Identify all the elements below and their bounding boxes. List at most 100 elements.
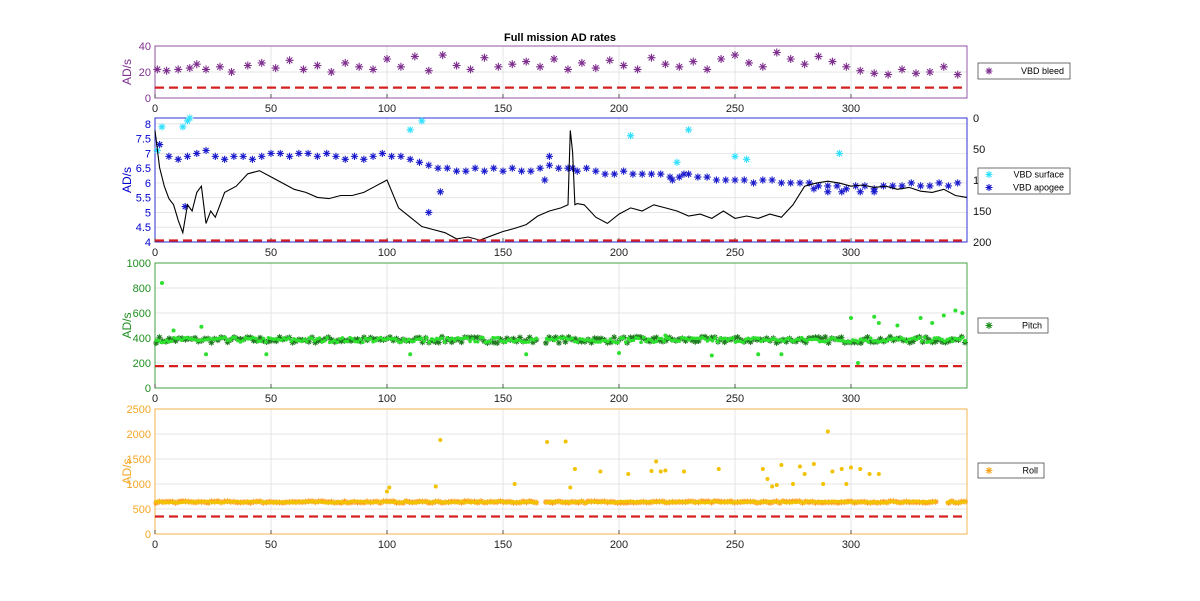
data-point [833, 182, 841, 190]
y-tick-label: 40 [139, 41, 151, 53]
data-point [172, 337, 179, 344]
data-point [849, 465, 853, 470]
y-tick-label: 20 [139, 67, 151, 79]
data-point [414, 337, 419, 342]
data-point [838, 188, 846, 196]
data-point [545, 440, 550, 444]
data-point [799, 337, 806, 344]
data-point [377, 336, 384, 343]
data-point [689, 337, 696, 344]
data-point [415, 158, 424, 166]
data-point [497, 336, 504, 343]
data-point [759, 176, 767, 184]
data-point [164, 500, 169, 505]
x-tick-label: 300 [842, 247, 860, 259]
data-point [941, 313, 946, 318]
data-point [626, 499, 631, 504]
data-point [728, 336, 733, 341]
bleed-panel: 0 50 100 150 200 250 300 0 20 40 AD/s [120, 41, 968, 115]
data-point [618, 336, 623, 340]
data-point [598, 469, 603, 474]
data-point [422, 339, 426, 343]
data-point [313, 152, 321, 160]
data-point [474, 334, 481, 341]
data-point [452, 61, 461, 70]
data-point [630, 334, 637, 341]
legend: VBD bleed [977, 62, 1071, 80]
x-tick-label: 300 [842, 103, 860, 115]
x-tick-label: 100 [378, 247, 396, 259]
data-point [578, 338, 585, 345]
data-point [963, 339, 967, 343]
y-tick-label: 1000 [127, 258, 151, 270]
data-point [631, 338, 636, 343]
data-point [310, 336, 314, 341]
data-point [654, 459, 659, 464]
data-point [436, 188, 444, 196]
data-point [517, 167, 526, 175]
data-point [870, 188, 878, 196]
data-point [649, 499, 654, 504]
data-point [783, 338, 790, 345]
data-point [183, 152, 192, 160]
data-point [396, 62, 405, 71]
data-point [907, 179, 915, 187]
data-point [741, 500, 745, 505]
data-point [202, 146, 210, 155]
data-point [285, 56, 294, 65]
data-point [529, 339, 536, 346]
data-point [703, 65, 712, 74]
data-point [480, 53, 489, 62]
data-point [190, 500, 194, 504]
data-point [521, 340, 526, 344]
legend-marker [985, 184, 993, 191]
data-point [623, 499, 628, 504]
legend-box [977, 167, 1071, 195]
data-point [425, 161, 433, 169]
data-point [211, 152, 219, 160]
data-point [782, 339, 786, 343]
data-point [777, 179, 785, 187]
data-point [341, 58, 350, 67]
data-point [772, 48, 781, 57]
legend: Pitch [977, 317, 1049, 334]
data-point [227, 68, 236, 76]
data-point [765, 477, 770, 481]
x-tick-label: 0 [152, 247, 158, 259]
data-point [307, 499, 312, 504]
data-point [361, 340, 365, 345]
y-tick-label: 7.5 [136, 134, 151, 146]
data-point [179, 338, 184, 342]
data-point [663, 333, 668, 338]
data-point [793, 338, 800, 345]
data-point [713, 500, 717, 504]
data-point [239, 152, 247, 160]
data-point [774, 483, 779, 487]
data-point [598, 335, 605, 342]
data-point [360, 155, 368, 163]
data-point [694, 173, 702, 181]
data-point [541, 176, 549, 184]
data-point [169, 339, 174, 344]
x-tick-label: 100 [378, 539, 396, 551]
data-point [833, 499, 837, 504]
data-point [274, 500, 278, 504]
data-point [432, 339, 439, 346]
legend-label: VBD apogee [1013, 183, 1064, 193]
data-point [867, 338, 874, 345]
data-point [480, 167, 489, 175]
data-point [569, 164, 577, 172]
data-point [299, 65, 308, 74]
data-point [797, 337, 802, 342]
data-point [647, 170, 656, 178]
data-point [575, 340, 580, 344]
legend-label: Roll [1022, 466, 1038, 476]
data-point [763, 335, 770, 342]
data-point [864, 334, 871, 341]
data-point [770, 484, 775, 489]
data-point [736, 339, 740, 344]
data-point [510, 335, 517, 342]
data-point [734, 334, 741, 341]
data-point [390, 337, 397, 344]
data-point [787, 179, 795, 187]
